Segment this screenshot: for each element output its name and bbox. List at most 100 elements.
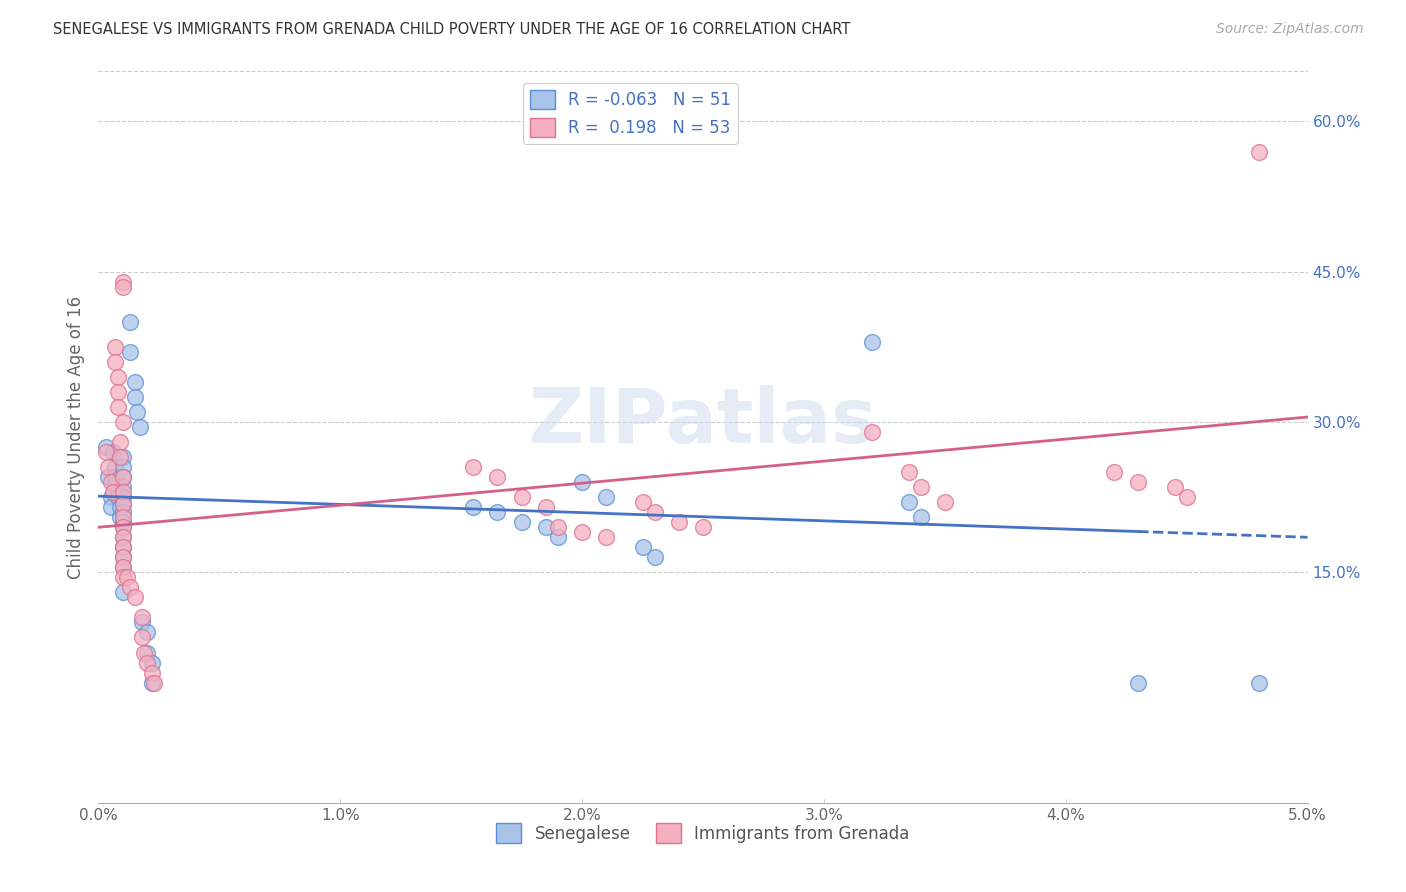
Point xyxy=(111,515,134,529)
Point xyxy=(101,485,124,500)
Point xyxy=(111,560,134,574)
Point xyxy=(111,497,134,511)
Point xyxy=(463,460,485,475)
Point xyxy=(644,505,666,519)
Point xyxy=(463,500,485,515)
Point xyxy=(486,470,509,484)
Point xyxy=(100,475,122,490)
Point xyxy=(100,500,122,515)
Point xyxy=(111,550,134,565)
Point xyxy=(131,615,153,630)
Point xyxy=(117,570,139,584)
Point xyxy=(135,625,157,640)
Point xyxy=(104,355,127,369)
Point xyxy=(128,420,150,434)
Point xyxy=(124,591,146,605)
Point xyxy=(571,475,593,490)
Point xyxy=(143,675,166,690)
Point xyxy=(1128,475,1150,490)
Point xyxy=(111,570,134,584)
Point xyxy=(692,520,714,534)
Point xyxy=(118,345,141,359)
Point xyxy=(111,470,134,484)
Point xyxy=(104,470,127,484)
Point xyxy=(1175,490,1198,504)
Point xyxy=(111,560,134,574)
Point xyxy=(135,646,157,660)
Point xyxy=(141,675,163,690)
Point xyxy=(111,490,134,504)
Point xyxy=(910,480,932,494)
Point xyxy=(1163,480,1185,494)
Point xyxy=(510,490,533,504)
Point xyxy=(94,440,117,454)
Point xyxy=(131,631,153,645)
Point xyxy=(104,477,127,491)
Point xyxy=(595,530,617,544)
Point xyxy=(107,400,129,414)
Point xyxy=(1249,145,1271,159)
Point xyxy=(118,315,141,329)
Point xyxy=(127,405,149,419)
Legend: Senegalese, Immigrants from Grenada: Senegalese, Immigrants from Grenada xyxy=(489,817,917,849)
Point xyxy=(111,470,134,484)
Text: Source: ZipAtlas.com: Source: ZipAtlas.com xyxy=(1216,22,1364,37)
Point xyxy=(111,275,134,289)
Point xyxy=(134,646,156,660)
Point xyxy=(111,585,134,599)
Point xyxy=(595,490,617,504)
Point xyxy=(111,480,134,494)
Point xyxy=(100,490,122,504)
Point xyxy=(547,520,569,534)
Point xyxy=(1249,675,1271,690)
Point xyxy=(107,490,129,504)
Point xyxy=(111,530,134,544)
Point xyxy=(124,390,146,404)
Point xyxy=(111,541,134,555)
Point xyxy=(111,485,134,500)
Point xyxy=(534,500,557,515)
Point xyxy=(860,425,883,439)
Point xyxy=(101,445,124,459)
Point xyxy=(108,450,131,464)
Point xyxy=(631,495,654,509)
Point xyxy=(111,280,134,294)
Point xyxy=(668,515,690,529)
Point xyxy=(510,515,533,529)
Point xyxy=(897,495,920,509)
Point xyxy=(571,525,593,540)
Point xyxy=(486,505,509,519)
Point xyxy=(111,450,134,464)
Point xyxy=(104,460,127,475)
Point xyxy=(135,656,157,670)
Text: ZIPatlas: ZIPatlas xyxy=(529,385,877,459)
Text: SENEGALESE VS IMMIGRANTS FROM GRENADA CHILD POVERTY UNDER THE AGE OF 16 CORRELAT: SENEGALESE VS IMMIGRANTS FROM GRENADA CH… xyxy=(53,22,851,37)
Point xyxy=(108,510,131,524)
Point xyxy=(97,470,120,484)
Point xyxy=(1128,675,1150,690)
Point xyxy=(644,550,666,565)
Point xyxy=(111,497,134,511)
Point xyxy=(131,610,153,624)
Point xyxy=(111,541,134,555)
Point xyxy=(111,505,134,519)
Point xyxy=(111,530,134,544)
Point xyxy=(141,665,163,680)
Point xyxy=(934,495,956,509)
Point xyxy=(631,541,654,555)
Point xyxy=(111,520,134,534)
Point xyxy=(94,445,117,459)
Point xyxy=(107,485,129,500)
Y-axis label: Child Poverty Under the Age of 16: Child Poverty Under the Age of 16 xyxy=(66,295,84,579)
Point xyxy=(104,340,127,354)
Point xyxy=(897,465,920,479)
Point xyxy=(108,435,131,450)
Point xyxy=(111,460,134,475)
Point xyxy=(124,375,146,389)
Point xyxy=(108,500,131,515)
Point xyxy=(534,520,557,534)
Point xyxy=(111,415,134,429)
Point xyxy=(111,510,134,524)
Point xyxy=(547,530,569,544)
Point xyxy=(107,370,129,384)
